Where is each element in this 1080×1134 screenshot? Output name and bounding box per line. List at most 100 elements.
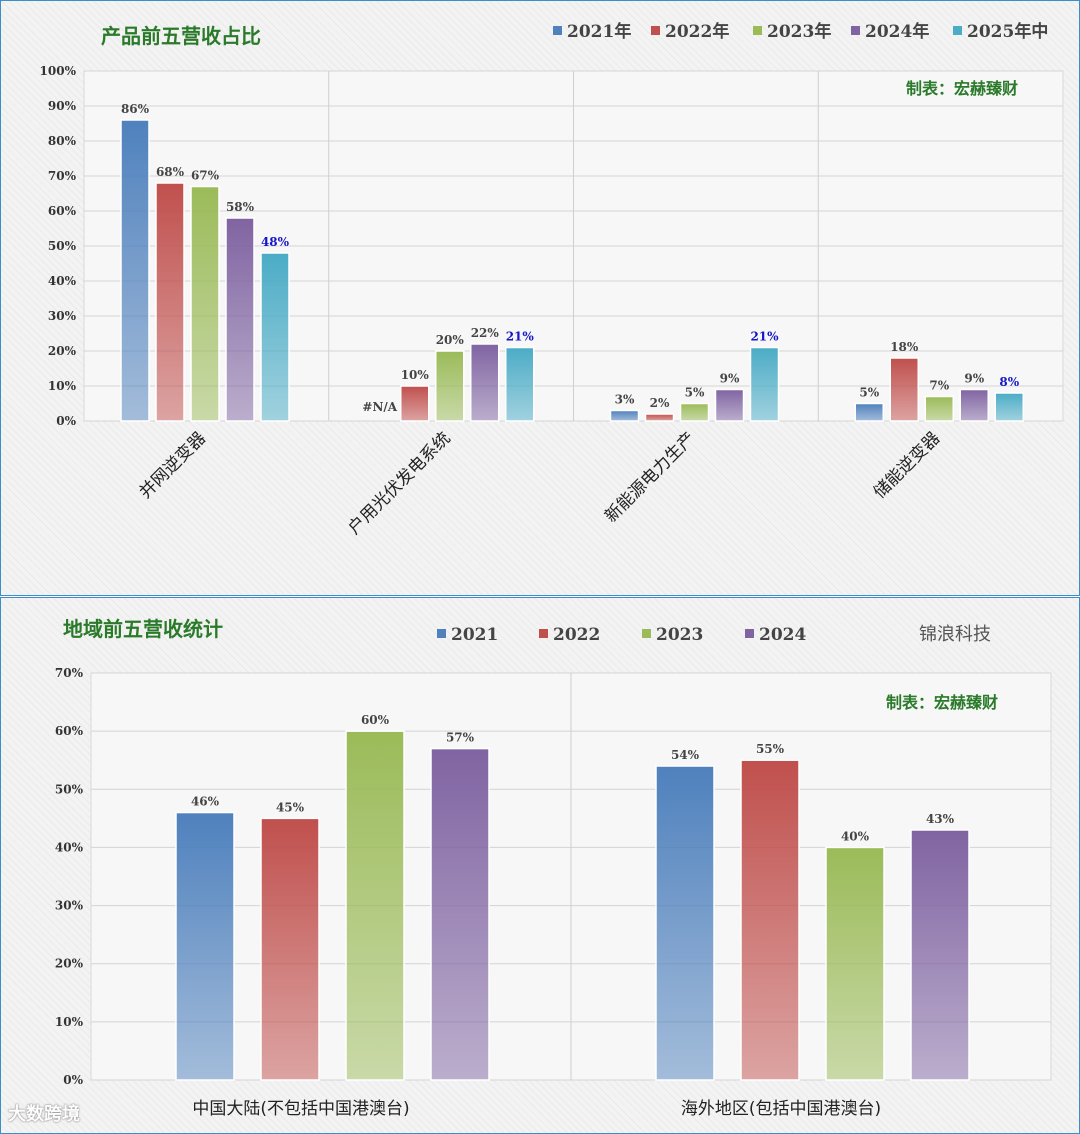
data-label: 86% (121, 102, 150, 116)
data-label: 9% (964, 372, 984, 386)
y-tick-label: 50% (55, 782, 84, 796)
product-revenue-panel: 0% 10% 20% 30% 40% 50% 60% 70% 80% 90% 100% 86% 68% 6… (0, 0, 1080, 596)
data-label: 9% (720, 372, 740, 386)
chart-credit: 制表：宏赫臻财 (906, 79, 1018, 98)
bar-2022-3 (644, 413, 675, 422)
y-tick-label: 40% (48, 274, 77, 288)
bar-2024-1 (430, 747, 490, 1081)
legend-label: 2025年中 (967, 21, 1048, 42)
product-revenue-chart: 0% 10% 20% 30% 40% 50% 60% 70% 80% 90% 100% 86% 68% 6… (40, 21, 1064, 539)
data-label: 68% (156, 165, 185, 179)
data-label: 48% (261, 235, 290, 249)
data-label: 5% (685, 386, 705, 400)
data-label: 2% (650, 396, 670, 410)
legend-swatch-2023 (753, 26, 762, 35)
bar-2022-1 (155, 182, 185, 422)
bar-2023-4 (924, 395, 954, 422)
y-tick-label: 0% (56, 414, 76, 428)
bar-2022-2 (740, 759, 800, 1081)
bar-2023-1 (190, 185, 220, 422)
bar-2023-3 (679, 402, 710, 422)
bar-2025-2 (505, 346, 535, 422)
y-tick-label: 20% (55, 957, 84, 971)
chart-title: 地域前五营收统计 (63, 617, 223, 641)
bar-2021-1 (120, 119, 150, 422)
bar-2021-3 (609, 409, 640, 422)
legend-label: 2023年 (767, 21, 831, 42)
legend-swatch-2024 (851, 26, 860, 35)
bar-2022-2 (400, 385, 430, 422)
data-label: 5% (859, 386, 879, 400)
y-tick-label: 10% (48, 379, 77, 393)
category-label: 并网逆变器 (136, 428, 210, 502)
y-tick-label: 80% (48, 134, 77, 148)
y-tick-label: 100% (40, 64, 77, 78)
y-tick-label: 0% (63, 1073, 83, 1087)
category-label: 海外地区(包括中国港澳台) (681, 1099, 881, 1119)
company-name: 锦浪科技 (919, 624, 991, 645)
bar-2023-2 (825, 846, 885, 1081)
chart-credit: 制表：宏赫臻财 (886, 693, 998, 712)
y-tick-label: 60% (48, 204, 77, 218)
legend-swatch-2025 (953, 26, 962, 35)
region-revenue-panel: 0% 10% 20% 30% 40% 50% 60% 70% 46% 45% 60% 57% 54% 55… (0, 597, 1080, 1134)
bar-2024-2 (470, 343, 500, 422)
y-tick-label: 60% (55, 724, 84, 738)
category-label: 储能逆变器 (870, 428, 944, 502)
data-label: 21% (506, 330, 535, 344)
data-label: 40% (841, 829, 870, 843)
y-tick-label: 50% (48, 239, 77, 253)
bar-2021-1 (175, 811, 235, 1081)
legend-swatch-2021 (553, 26, 562, 35)
bar-2023-2 (435, 350, 465, 422)
legend-label: 2024 (759, 625, 806, 645)
y-tick-label: 70% (48, 169, 77, 183)
category-label: 中国大陆(不包括中国港澳台) (192, 1099, 409, 1119)
bar-2023-1 (345, 730, 405, 1081)
legend-label: 2023 (656, 625, 703, 645)
data-label: 55% (756, 742, 785, 756)
bar-2024-1 (225, 217, 255, 422)
y-tick-label: 90% (48, 99, 77, 113)
data-label: 10% (401, 368, 430, 382)
data-label: 67% (191, 169, 220, 183)
legend-swatch-2024 (745, 629, 754, 638)
bar-2025-4 (994, 392, 1024, 422)
data-label: 3% (615, 393, 635, 407)
data-label: 43% (926, 812, 955, 826)
data-label: 7% (929, 379, 949, 393)
legend-label: 2022年 (665, 21, 729, 42)
category-label: 新能源电力生产 (601, 428, 699, 526)
bar-2021-2 (655, 765, 715, 1081)
bar-2022-1 (260, 817, 320, 1081)
data-label: 18% (890, 340, 919, 354)
watermark-logo: 大数跨境 (8, 1104, 80, 1125)
bar-2024-2 (910, 829, 970, 1081)
data-label: 20% (436, 333, 465, 347)
data-label-na: #N/A (362, 400, 397, 414)
bar-2021-4 (854, 402, 884, 422)
y-tick-label: 30% (55, 899, 84, 913)
bar-2022-4 (889, 357, 919, 422)
category-label: 户用光伏发电系统 (344, 428, 454, 538)
data-label: 45% (276, 800, 305, 814)
y-tick-label: 30% (48, 309, 77, 323)
data-label: 57% (446, 731, 475, 745)
legend-label: 2024年 (865, 21, 929, 42)
data-label: 8% (999, 375, 1019, 389)
region-revenue-chart: 0% 10% 20% 30% 40% 50% 60% 70% 46% 45% 60% 57% 54% 55… (55, 617, 1052, 1119)
chart-title: 产品前五营收占比 (101, 24, 261, 48)
y-tick-label: 40% (55, 840, 84, 854)
y-tick-label: 20% (48, 344, 77, 358)
data-label: 54% (671, 748, 700, 762)
legend-label: 2022 (553, 625, 600, 645)
y-tick-label: 70% (55, 666, 84, 680)
data-label: 22% (471, 326, 500, 340)
legend-swatch-2022 (539, 629, 548, 638)
data-label: 58% (226, 200, 255, 214)
legend-swatch-2023 (642, 629, 651, 638)
bar-2024-4 (959, 388, 989, 422)
data-label: 46% (191, 795, 220, 809)
y-tick-label: 10% (55, 1015, 84, 1029)
bar-2024-3 (714, 388, 745, 422)
